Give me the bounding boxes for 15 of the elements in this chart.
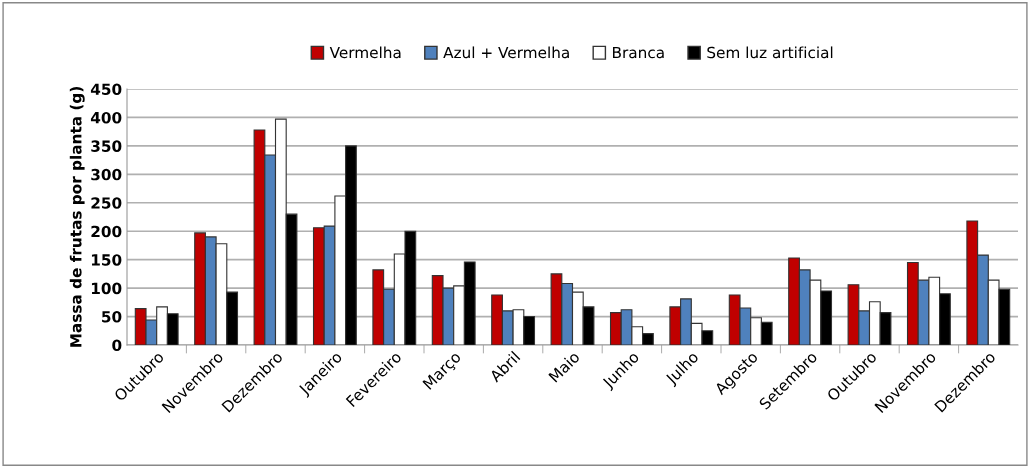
- y-tick-label: 250: [91, 197, 122, 209]
- y-tick-label: 300: [91, 168, 122, 181]
- legend-label: Vermelha: [329, 46, 401, 59]
- y-tick-label: 150: [91, 254, 122, 266]
- legend-label: Branca: [613, 46, 664, 59]
- y-tick-label: 450: [90, 83, 122, 96]
- y-tick-label: 350: [91, 140, 122, 152]
- y-tick-label: 100: [91, 282, 122, 295]
- y-tick-label: 50: [102, 311, 122, 323]
- legend-label: Azul + Vermelha: [443, 46, 569, 59]
- y-tick-label: 400: [90, 111, 122, 124]
- y-tick-label: 0: [112, 339, 122, 352]
- legend-label: Sem luz artificial: [707, 46, 833, 59]
- y-tick-label: 200: [91, 225, 122, 238]
- y-axis-title: Massa de frutas por planta (g): [69, 87, 85, 347]
